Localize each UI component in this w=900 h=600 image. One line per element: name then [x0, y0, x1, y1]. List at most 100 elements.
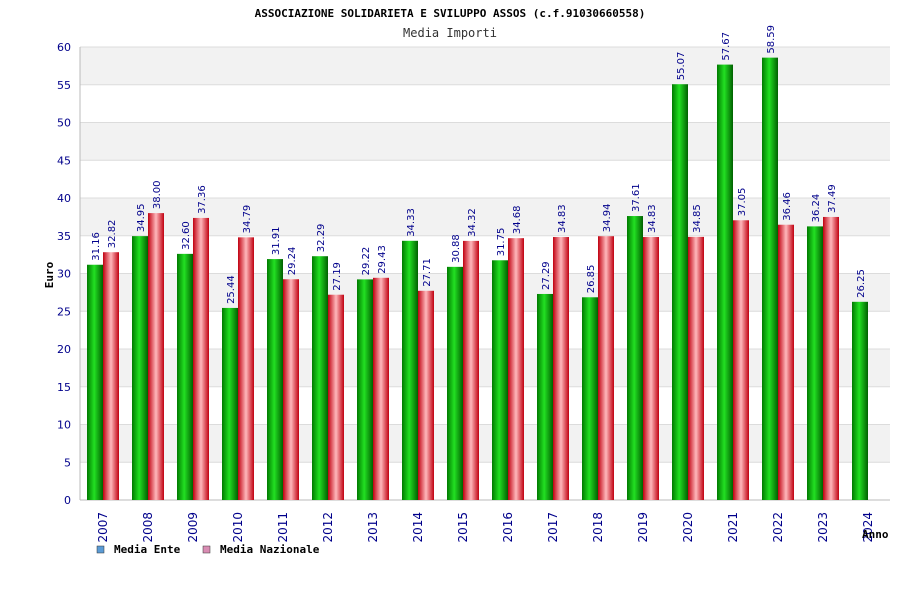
x-tick-label: 2023	[816, 512, 830, 543]
value-label: 57.67	[721, 32, 732, 61]
legend-swatch-nazionale	[202, 545, 211, 554]
x-axis-label: Anno	[862, 528, 889, 541]
value-label: 34.83	[647, 204, 658, 233]
grid-band	[80, 235, 890, 274]
bar-nazionale	[598, 236, 614, 500]
chart-title: ASSOCIAZIONE SOLIDARIETA E SVILUPPO ASSO…	[255, 7, 646, 20]
value-label: 29.43	[377, 245, 388, 274]
bar-ente	[357, 279, 373, 500]
bar-ente	[177, 253, 193, 500]
bar-ente	[492, 260, 508, 500]
grid-band	[80, 462, 890, 500]
bar-nazionale	[733, 220, 749, 500]
value-label: 58.59	[766, 25, 777, 54]
value-label: 37.49	[827, 184, 838, 213]
value-labels: 31.16 32.82 34.95 38.00 32.60 37.36 25.44 34.79…	[91, 25, 867, 304]
bar-nazionale	[103, 252, 119, 500]
legend-label-ente: Media Ente	[114, 543, 181, 556]
bar-ente	[402, 240, 418, 500]
x-tick-label: 2015	[456, 512, 470, 543]
bar-ente	[222, 307, 238, 500]
bar-nazionale	[148, 213, 164, 500]
grid-band	[80, 160, 890, 198]
chart-subtitle: Media Importi	[403, 26, 497, 40]
value-label: 25.44	[226, 275, 237, 304]
value-label: 31.75	[496, 228, 507, 257]
bar-ente	[807, 226, 823, 500]
x-tick-label: 2014	[411, 512, 425, 543]
value-label: 37.36	[197, 185, 208, 214]
bar-nazionale	[193, 217, 209, 500]
bar-nazionale	[553, 237, 569, 500]
bar-nazionale	[823, 216, 839, 500]
y-tick-label: 50	[57, 117, 71, 130]
x-tick-label: 2017	[546, 512, 560, 543]
value-label: 34.94	[602, 204, 613, 233]
bar-nazionale	[283, 279, 299, 500]
bar-ente	[627, 216, 643, 500]
value-label: 34.83	[557, 204, 568, 233]
value-label: 31.91	[271, 226, 282, 255]
value-label: 26.25	[856, 269, 867, 298]
grid-lines	[79, 46, 890, 501]
plot-background	[80, 47, 890, 500]
y-tick-label: 45	[57, 154, 71, 167]
bar-ente	[312, 256, 328, 500]
bar-nazionale	[373, 277, 389, 500]
x-tick-label: 2011	[276, 512, 290, 543]
value-label: 34.32	[467, 208, 478, 237]
bar-nazionale	[643, 237, 659, 500]
value-label: 34.85	[692, 204, 703, 233]
y-axis-ticks: 0 5 10 15 20 25 30 35 40 45 50 55 60	[57, 41, 71, 507]
bar-nazionale	[238, 237, 254, 500]
bar-ente	[762, 57, 778, 500]
y-tick-label: 20	[57, 343, 71, 356]
value-label: 32.29	[316, 224, 327, 253]
grid-band	[80, 273, 890, 312]
value-label: 27.29	[541, 261, 552, 290]
value-label: 29.24	[287, 247, 298, 276]
bar-nazionale	[778, 224, 794, 501]
value-label: 34.79	[242, 205, 253, 234]
value-label: 37.05	[737, 188, 748, 217]
value-label: 34.33	[406, 208, 417, 237]
bar-nazionale	[328, 294, 344, 500]
value-label: 31.16	[91, 232, 102, 261]
x-tick-label: 2007	[96, 512, 110, 543]
y-tick-label: 5	[64, 456, 71, 469]
value-label: 34.95	[136, 203, 147, 232]
y-tick-label: 10	[57, 419, 71, 432]
x-tick-label: 2024	[861, 512, 875, 543]
bar-nazionale	[418, 290, 434, 500]
value-label: 27.19	[332, 262, 343, 291]
y-tick-label: 55	[57, 79, 71, 92]
grid-band	[80, 47, 890, 85]
x-tick-label: 2008	[141, 512, 155, 543]
y-tick-label: 30	[57, 268, 71, 281]
x-tick-label: 2020	[681, 512, 695, 543]
bar-ente	[852, 301, 868, 500]
bar-ente	[672, 84, 688, 500]
x-tick-label: 2012	[321, 512, 335, 543]
bars-layer	[87, 57, 868, 501]
value-label: 36.24	[811, 194, 822, 223]
y-tick-label: 15	[57, 381, 71, 394]
x-tick-label: 2013	[366, 512, 380, 543]
y-axis-label: Euro	[43, 261, 56, 288]
bar-nazionale	[508, 238, 524, 500]
y-tick-label: 0	[64, 494, 71, 507]
value-label: 32.60	[181, 221, 192, 250]
value-label: 27.71	[422, 258, 433, 287]
value-label: 38.00	[152, 180, 163, 209]
value-label: 55.07	[676, 52, 687, 81]
value-label: 30.88	[451, 234, 462, 263]
value-label: 26.85	[586, 265, 597, 294]
y-tick-label: 25	[57, 305, 71, 318]
bar-ente	[717, 64, 733, 501]
grid-band	[80, 311, 890, 349]
grid-band	[80, 122, 890, 161]
bar-nazionale	[688, 236, 704, 500]
y-tick-label: 35	[57, 230, 71, 243]
bar-ente	[582, 297, 598, 500]
